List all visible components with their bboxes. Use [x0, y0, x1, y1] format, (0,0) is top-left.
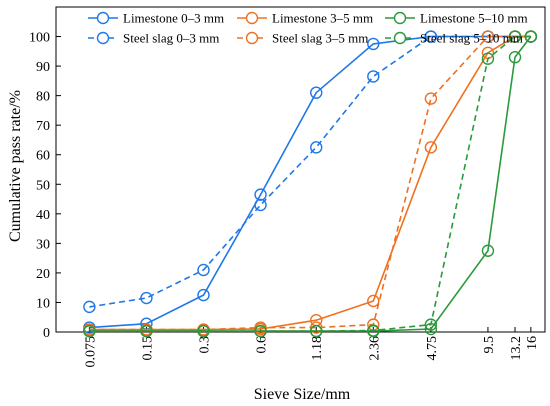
- legend-swatch-marker: [393, 31, 407, 45]
- legend: Limestone 0–3 mm Limestone 3–5 mm Limeston…: [88, 11, 528, 46]
- x-tick-label: 13.2: [509, 336, 524, 361]
- legend-swatch-marker: [96, 11, 110, 25]
- x-tick-label: 0.3: [197, 336, 212, 354]
- legend-label: Limestone 3–5 mm: [272, 11, 373, 26]
- series: [83, 30, 538, 338]
- x-tick-label: 4.75: [425, 336, 440, 361]
- data-point: [140, 324, 153, 338]
- y-tick-label: 20: [36, 267, 50, 282]
- legend-label: Steel slag 0–3 mm: [123, 31, 219, 46]
- y-tick-label: 50: [36, 178, 50, 193]
- legend-item: Steel slag 3–5 mm: [237, 31, 368, 46]
- x-tick-label: 9.5: [482, 336, 497, 354]
- x-tick-label: 0.075: [83, 336, 98, 368]
- legend-label: Limestone 0–3 mm: [123, 11, 224, 26]
- data-point: [254, 198, 267, 212]
- series: [83, 30, 538, 336]
- data-point: [254, 324, 267, 338]
- data-point: [310, 321, 323, 334]
- data-point: [310, 141, 323, 154]
- legend-item: Steel slag 0–3 mm: [88, 31, 219, 46]
- legend-swatch-marker: [245, 11, 259, 25]
- series-line: [89, 35, 531, 331]
- data-point: [140, 291, 153, 305]
- legend-label: Steel slag 3–5 mm: [272, 31, 368, 46]
- data-point: [508, 51, 522, 64]
- data-point: [367, 70, 380, 83]
- x-tick-label: 0.15: [140, 336, 155, 361]
- legend-item: Limestone 0–3 mm: [88, 11, 224, 26]
- data-point: [424, 92, 438, 105]
- plot-area: 0 10 20 30 40 50 60 70 80 90 100 0.075 0.15 0.3 0.6 1.1…: [29, 6, 546, 368]
- legend-label: Steel slag 5–10 mm: [420, 31, 523, 46]
- legend-swatch-marker: [96, 31, 110, 45]
- series: [83, 30, 538, 314]
- data-point: [424, 141, 438, 154]
- series: [83, 30, 538, 338]
- data-point: [367, 37, 380, 51]
- series-line: [89, 35, 531, 308]
- legend-swatch-marker: [245, 31, 259, 45]
- data-point: [367, 294, 380, 308]
- x-tick-label: 2.36: [367, 336, 382, 361]
- data-point: [508, 30, 522, 43]
- legend-label: Limestone 5–10 mm: [420, 11, 528, 26]
- data-point: [481, 52, 495, 65]
- series-line: [89, 35, 531, 332]
- data-point: [481, 244, 495, 257]
- data-point: [524, 30, 538, 43]
- legend-item: Limestone 5–10 mm: [385, 11, 528, 26]
- series: [83, 30, 538, 334]
- data-point: [424, 30, 438, 43]
- series-line: [89, 35, 531, 331]
- data-point: [481, 30, 495, 43]
- x-tick-label: 0.6: [255, 336, 270, 354]
- plot-frame: [55, 6, 546, 333]
- data-point: [197, 263, 210, 277]
- y-tick-label: 40: [36, 208, 50, 223]
- y-tick-label: 80: [36, 90, 50, 105]
- data-point: [367, 324, 380, 337]
- series: [83, 30, 538, 336]
- legend-swatch-marker: [393, 11, 407, 25]
- data-point: [310, 86, 323, 99]
- y-axis-label: Cumulative pass rate/%: [7, 90, 24, 242]
- data-point: [197, 324, 210, 338]
- y-tick-label: 100: [29, 31, 50, 46]
- data-point: [310, 324, 323, 338]
- y-tick-label: 10: [36, 296, 50, 311]
- data-point: [83, 300, 96, 314]
- series-line: [89, 36, 532, 332]
- series-layer: [83, 30, 538, 338]
- data-point: [254, 321, 267, 334]
- legend-item: Limestone 3–5 mm: [237, 11, 373, 26]
- x-tick-label: 16: [525, 336, 540, 350]
- data-point: [83, 324, 96, 338]
- data-point: [197, 288, 210, 302]
- y-tick-label: 90: [36, 60, 50, 75]
- data-point: [424, 318, 438, 331]
- y-tick-label: 70: [36, 119, 50, 134]
- x-axis-label: Sieve Size/mm: [254, 386, 351, 403]
- y-tick-label: 0: [43, 326, 50, 341]
- y-tick-label: 30: [36, 237, 50, 252]
- legend-item: Steel slag 5–10 mm: [385, 31, 523, 46]
- x-tick-label: 1.18: [310, 336, 325, 361]
- y-tick-label: 60: [36, 149, 50, 164]
